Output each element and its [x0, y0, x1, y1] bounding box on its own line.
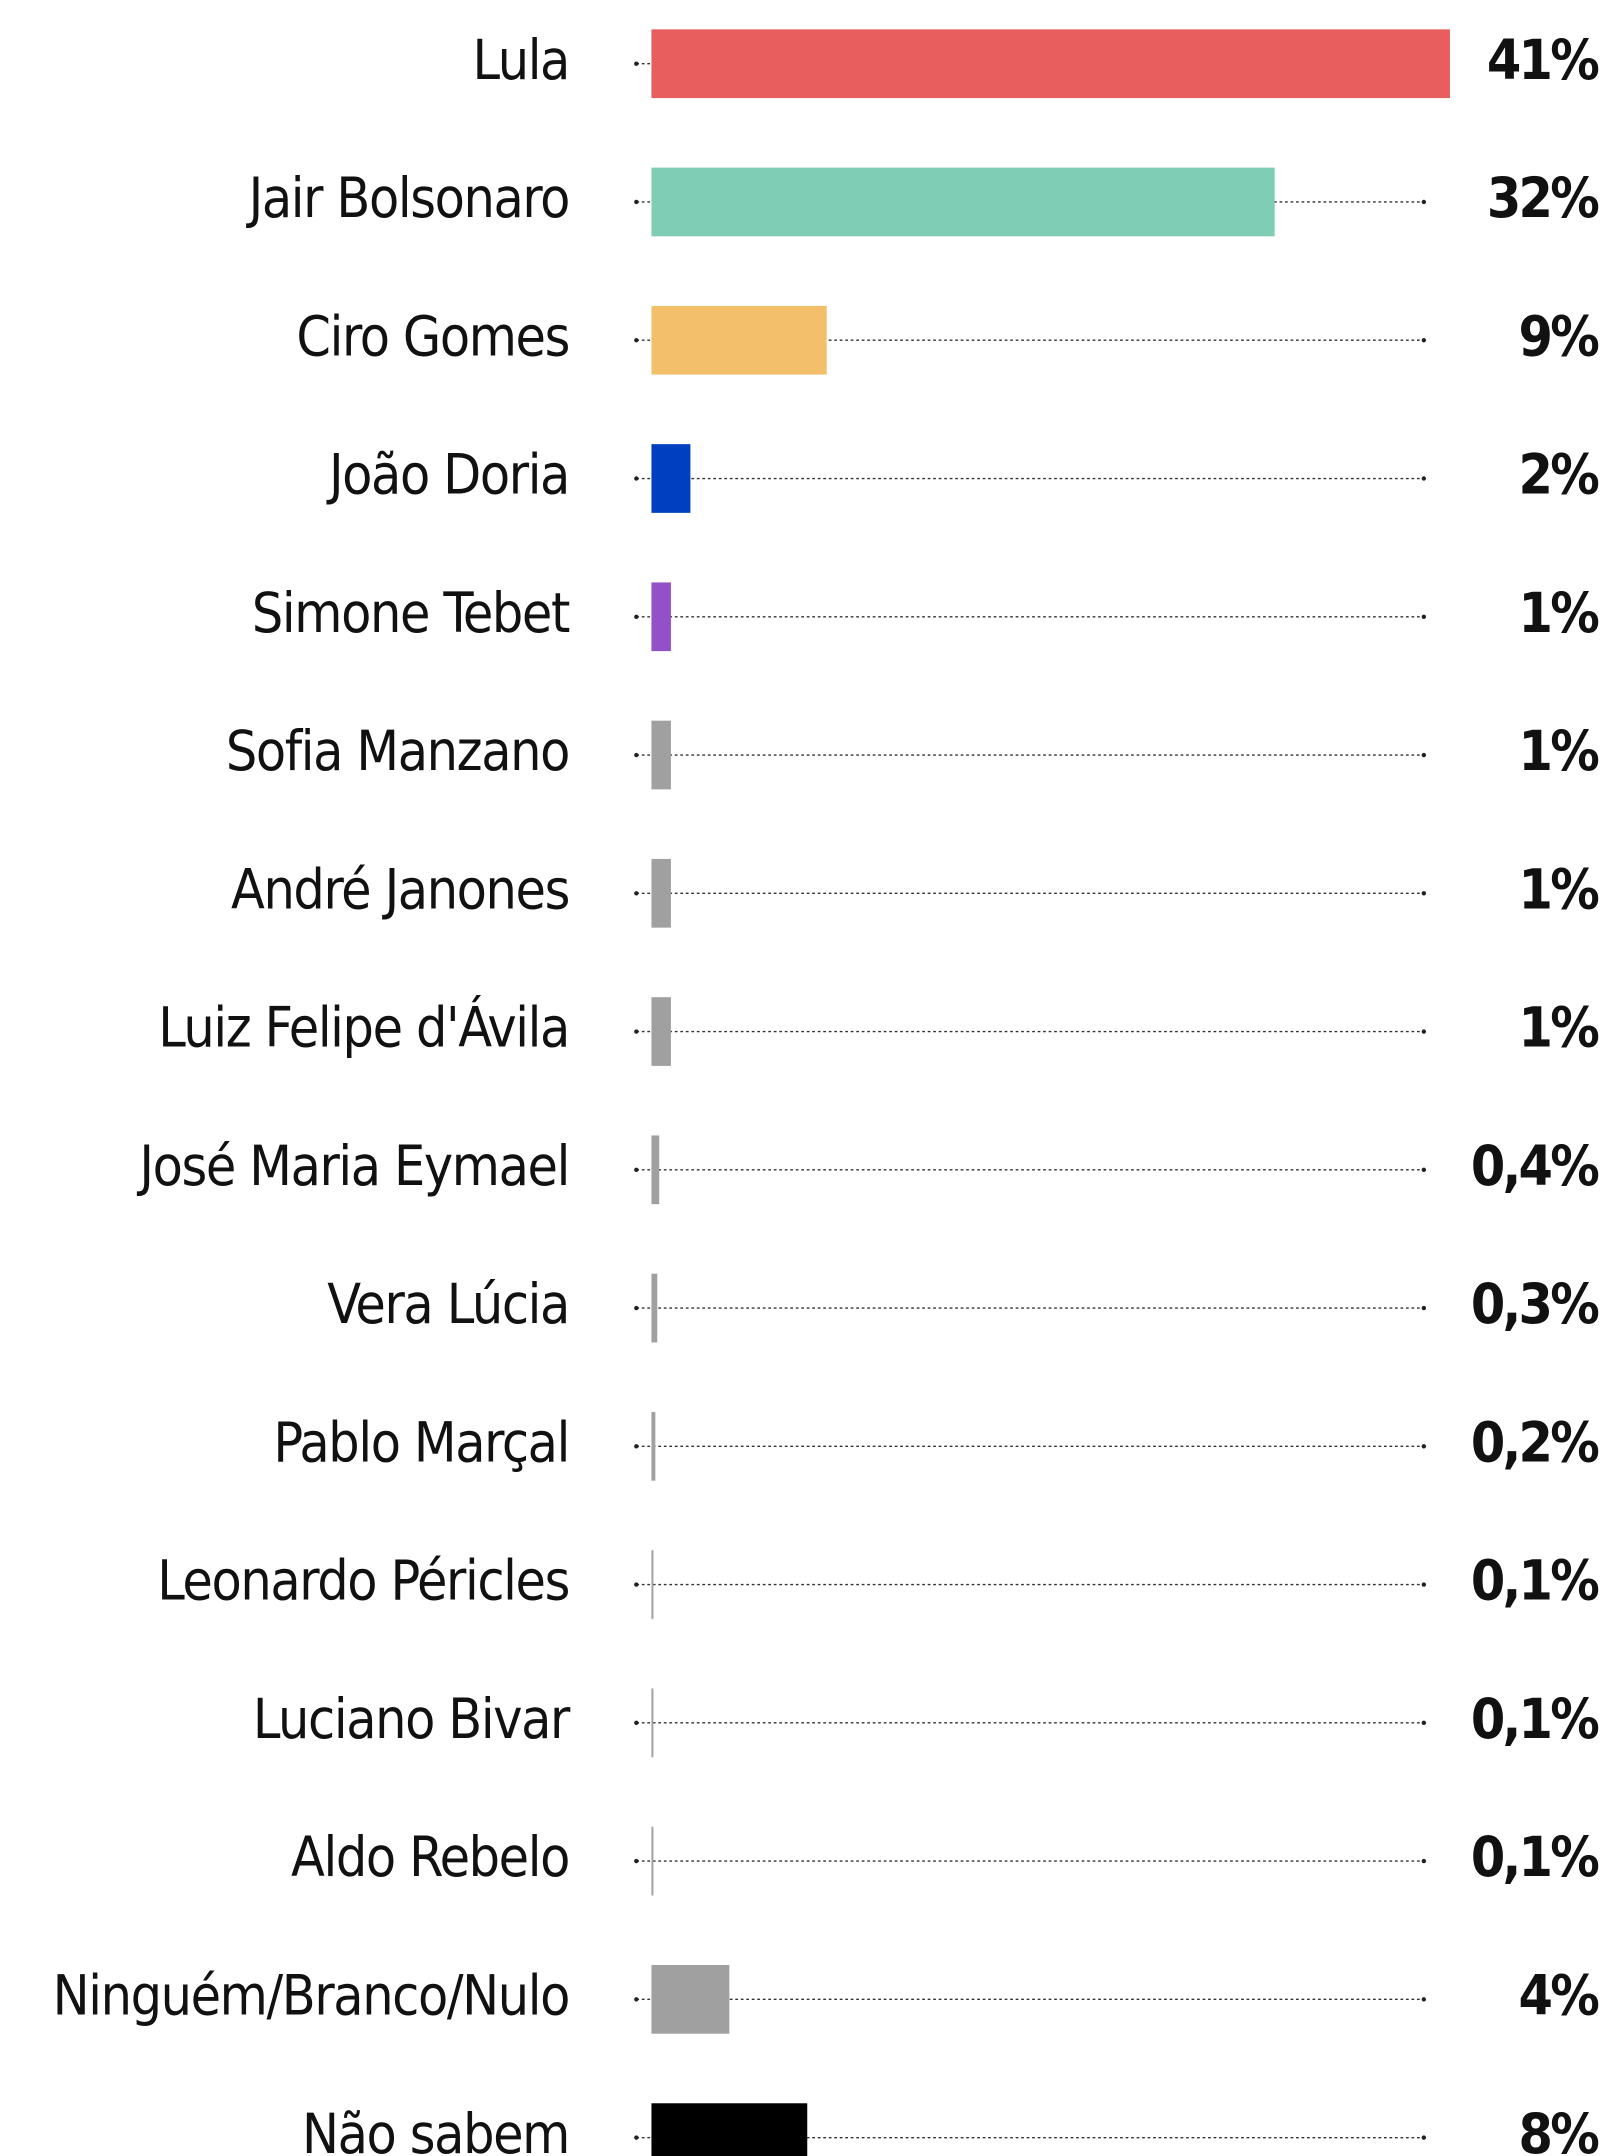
bar: [651, 1965, 730, 2034]
category-label: Não sabem: [302, 2102, 569, 2156]
value-label: 1%: [1519, 719, 1599, 783]
category-label: Lula: [473, 28, 569, 92]
leader-dot: [1421, 1582, 1427, 1587]
bar: [651, 1550, 654, 1619]
leader-dot: [634, 1997, 639, 2002]
leader-dot: [1421, 476, 1427, 481]
leader-dot: [634, 1858, 639, 1864]
value-label: 9%: [1519, 304, 1599, 368]
category-label: Leonardo Péricles: [157, 1549, 569, 1613]
category-label: Luciano Bivar: [253, 1687, 571, 1751]
bar: [651, 167, 1275, 237]
leader-dot: [1421, 2135, 1427, 2140]
value-label: 0,1%: [1471, 1687, 1598, 1751]
leader-dot: [1421, 752, 1427, 758]
category-label: Ninguém/Branco/Nulo: [53, 1964, 569, 2028]
bar: [651, 858, 671, 928]
category-label: Jair Bolsonaro: [246, 166, 569, 230]
category-label: João Doria: [326, 443, 569, 507]
bar: [651, 2103, 808, 2156]
bar: [651, 1135, 660, 1205]
bar: [651, 1411, 656, 1481]
leader-dot: [1421, 1858, 1427, 1864]
leader-dot: [1421, 1305, 1427, 1311]
value-label: 0,2%: [1471, 1410, 1598, 1474]
bar: [651, 444, 691, 513]
leader-dot: [634, 614, 639, 619]
value-label: 8%: [1519, 2102, 1599, 2156]
bar: [651, 1688, 654, 1758]
bar: [651, 997, 671, 1066]
bar: [651, 305, 827, 375]
category-label: Sofia Manzano: [226, 719, 569, 783]
bar: [651, 720, 671, 790]
category-label: Pablo Marçal: [273, 1410, 569, 1474]
category-label: Luiz Felipe d'Ávila: [158, 996, 569, 1060]
leader-dot: [634, 1582, 639, 1587]
leader-dot: [634, 61, 639, 66]
leader-dot: [634, 1029, 639, 1034]
leader-dot: [1421, 199, 1427, 205]
leader-dot: [1421, 1997, 1427, 2002]
leader-dot: [634, 476, 639, 481]
value-label: 32%: [1487, 166, 1598, 230]
leader-dot: [1421, 891, 1427, 896]
leader-dot: [1421, 338, 1427, 343]
value-label: 4%: [1519, 1964, 1599, 2028]
leader-dot: [634, 752, 639, 758]
value-label: 0,1%: [1471, 1825, 1598, 1889]
bar: [651, 582, 671, 652]
category-label: Ciro Gomes: [296, 304, 569, 368]
category-label: Aldo Rebelo: [291, 1825, 569, 1889]
leader-dot: [634, 1167, 639, 1173]
leader-dot: [634, 1305, 639, 1311]
bar: [651, 29, 1450, 99]
leader-dot: [634, 1444, 639, 1449]
category-label: André Janones: [231, 857, 569, 921]
leader-dot: [634, 2135, 639, 2140]
leader-dot: [1421, 1029, 1427, 1034]
value-label: 1%: [1519, 996, 1599, 1060]
value-label: 0,1%: [1471, 1549, 1598, 1613]
category-label: José Maria Eymael: [136, 1134, 569, 1198]
leader-dot: [1421, 614, 1427, 619]
leader-dot: [634, 891, 639, 896]
leader-dot: [1421, 1167, 1427, 1173]
value-label: 1%: [1519, 857, 1599, 921]
bar: [651, 1273, 658, 1343]
value-label: 41%: [1487, 28, 1598, 92]
leader-dot: [634, 338, 639, 343]
leader-dot: [634, 199, 639, 205]
category-label: Vera Lúcia: [327, 1272, 569, 1336]
value-label: 0,3%: [1471, 1272, 1598, 1336]
bar: [651, 1826, 654, 1896]
value-label: 0,4%: [1471, 1134, 1598, 1198]
leader-dot: [1421, 1444, 1427, 1449]
leader-dot: [634, 1720, 639, 1726]
category-label: Simone Tebet: [252, 581, 570, 645]
value-label: 2%: [1519, 443, 1599, 507]
leader-dot: [1421, 1720, 1427, 1726]
value-label: 1%: [1519, 581, 1599, 645]
